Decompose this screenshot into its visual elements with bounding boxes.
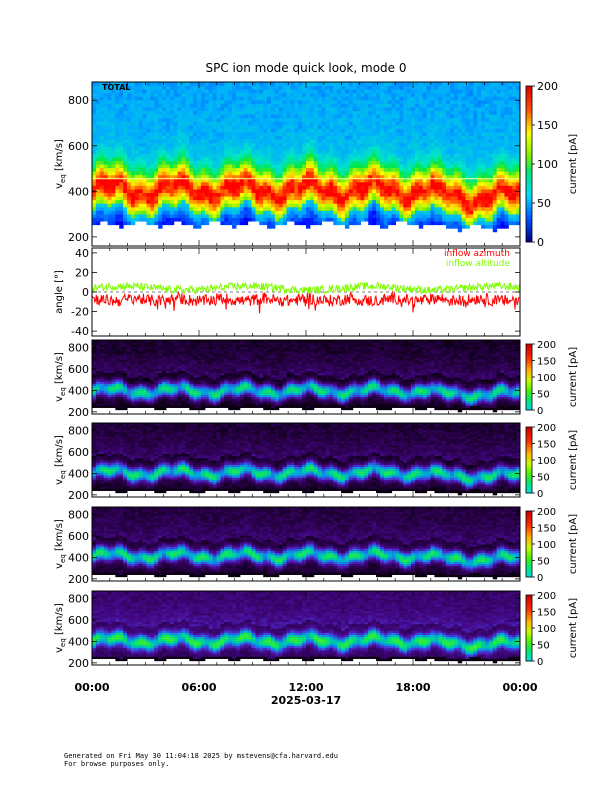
colorbar-label: current [pA] [568,134,579,194]
x-tick-label: 00:00 [502,681,537,694]
y-axis-label: angle [°] [54,270,65,314]
panel-label: TOTAL [102,83,130,92]
y-axis-label: veq [km/s] [54,435,67,485]
colorbar-tick-label: 200 [537,507,556,518]
y-tick-label: 40 [75,247,89,260]
footer: Generated on Fri May 30 11:04:18 2025 by… [64,752,338,768]
heatmap-cells [92,82,520,233]
colorbar-tick-label: 100 [537,540,556,551]
colorbar: 0 50 100 150 200 current [pA] [525,340,579,417]
y-tick-label: 800 [68,593,89,606]
colorbar-tick-label: 0 [537,406,543,417]
y-axis-label: veq [km/s] [54,352,67,402]
y-tick-label: -20 [71,306,89,319]
colorbar-tick-label: 200 [537,591,556,602]
y-tick-label: 600 [68,446,89,459]
y-tick-label: 200 [68,489,89,502]
colorbar-label: current [pA] [568,347,579,407]
y-axis-label: veq [km/s] [54,603,67,653]
colorbar-tick-label: 200 [537,423,556,434]
colorbar-tick-label: 150 [537,357,556,368]
y-axis-label: veq [km/s] [54,139,67,189]
y-tick-label: 400 [68,467,89,480]
y-tick-label: 600 [68,140,89,153]
y-tick-label: 800 [68,509,89,522]
heatmap-cells [92,507,520,580]
heatmap-cells [92,423,520,496]
colorbar-tick-label: 100 [537,158,558,171]
colorbar-tick-label: 50 [537,197,551,210]
legend-entry: inflow azimuth [444,249,510,259]
y-tick-label: 200 [68,406,89,419]
y-tick-label: 400 [68,185,89,198]
footer-generated: Generated on Fri May 30 11:04:18 2025 by… [64,752,338,760]
y-tick-label: 20 [75,266,89,279]
colorbar-tick-label: 200 [537,80,558,93]
colorbar: 0 50 100 150 200 current [pA] [525,591,579,668]
panel-1: TOTAL 200 400 600 800 veq [km/s] 0 50 100 150 200 c… [54,80,579,249]
colorbar-tick-label: 100 [537,624,556,635]
x-tick-label: 18:00 [395,681,430,694]
colorbar-tick-label: 150 [537,608,556,619]
y-tick-label: 400 [68,551,89,564]
colorbar-label: current [pA] [568,598,579,658]
footer-note: For browse purposes only. [64,760,170,768]
colorbar-tick-label: 200 [537,340,556,351]
colorbar-tick-label: 50 [537,473,550,484]
y-tick-label: -40 [71,325,89,338]
colorbar: 0 50 100 150 200 current [pA] [525,423,579,500]
y-tick-label: 600 [68,530,89,543]
y-tick-label: 0 [82,286,89,299]
y-tick-label: 200 [68,573,89,586]
colorbar-tick-label: 0 [537,573,543,584]
colorbar-tick-label: 50 [537,557,550,568]
y-tick-label: 400 [68,635,89,648]
colorbar-tick-label: 150 [537,524,556,535]
colorbar: 0 50 100 150 200 current [pA] [525,80,579,249]
y-tick-label: 800 [68,94,89,107]
colorbar-tick-label: 50 [537,390,550,401]
colorbar-tick-label: 150 [537,440,556,451]
colorbar-label: current [pA] [568,430,579,490]
heatmap-cells [92,591,520,664]
series-line-1 [92,290,520,314]
series-line-2 [92,280,520,296]
y-axis-label: veq [km/s] [54,519,67,569]
x-date-label: 2025-03-17 [271,694,341,707]
y-tick-label: 800 [68,425,89,438]
y-tick-label: 600 [68,363,89,376]
x-axis: 00:00 06:00 12:00 18:00 00:00 2025-03-17 [74,681,537,707]
colorbar: 0 50 100 150 200 current [pA] [525,507,579,584]
y-tick-label: 200 [68,231,89,244]
y-tick-label: 400 [68,384,89,397]
colorbar-tick-label: 100 [537,456,556,467]
chart-title: SPC ion mode quick look, mode 0 [206,61,407,75]
colorbar-tick-label: 0 [537,489,543,500]
colorbar-label: current [pA] [568,514,579,574]
y-tick-label: 600 [68,614,89,627]
y-tick-label: 800 [68,342,89,355]
legend-entry: inflow altitude [446,259,511,269]
colorbar-tick-label: 100 [537,373,556,384]
x-tick-label: 00:00 [74,681,109,694]
colorbar-tick-label: 150 [537,119,558,132]
heatmap-cells [92,340,520,413]
x-tick-label: 06:00 [181,681,216,694]
colorbar-tick-label: 0 [537,657,543,668]
x-tick-label: 12:00 [288,681,323,694]
y-tick-label: 200 [68,657,89,670]
colorbar-tick-label: 0 [537,236,544,249]
colorbar-tick-label: 50 [537,641,550,652]
